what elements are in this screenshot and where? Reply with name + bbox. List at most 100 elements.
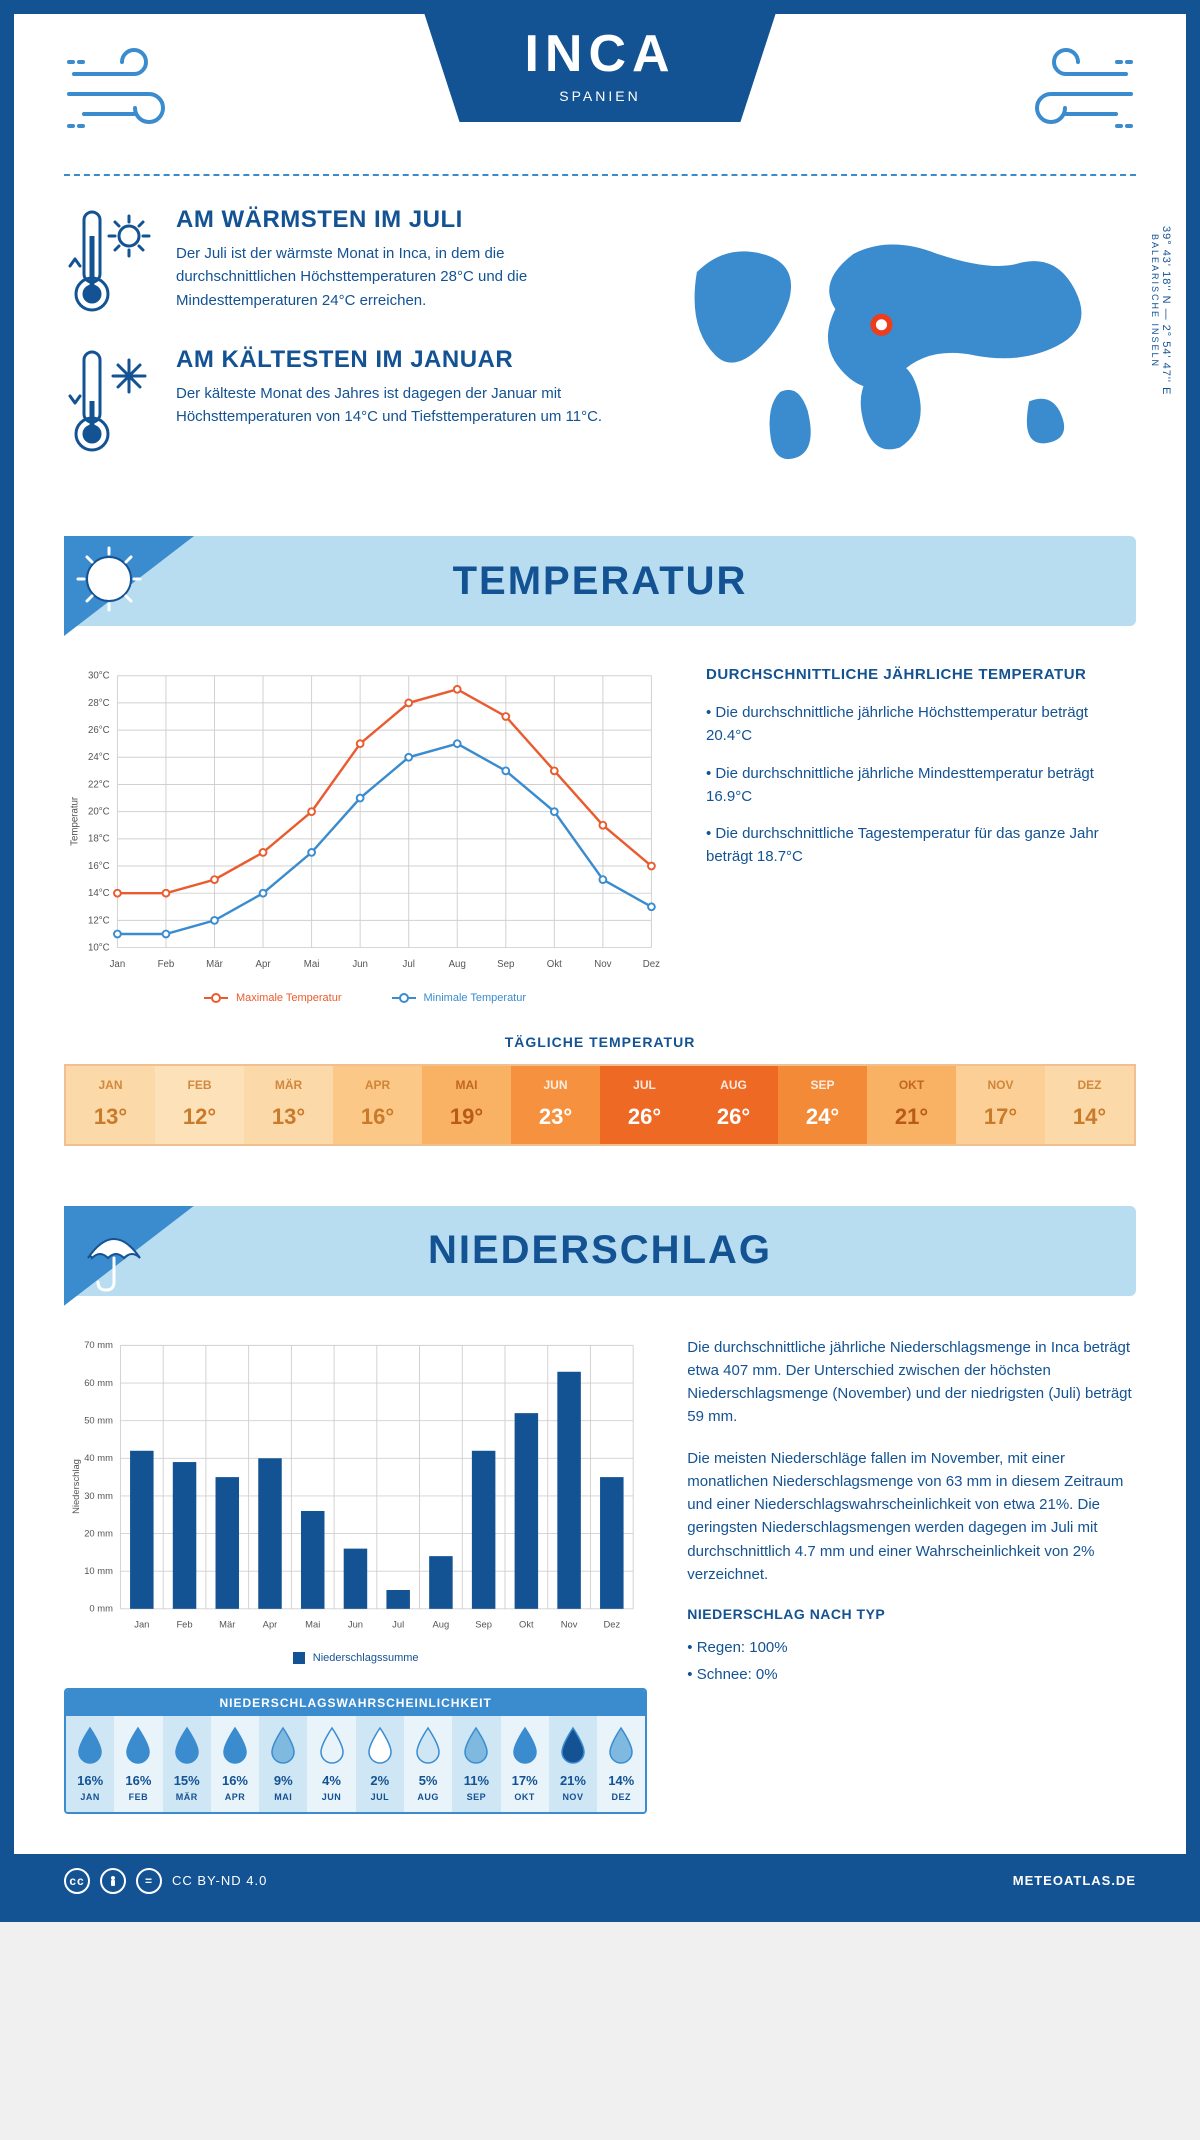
cold-title: AM KÄLTESTEN IM JANUAR bbox=[176, 346, 605, 374]
raindrop-icon bbox=[220, 1726, 250, 1764]
svg-text:Mai: Mai bbox=[305, 1618, 320, 1629]
probability-cell: 4% JUN bbox=[307, 1716, 355, 1812]
by-icon bbox=[100, 1868, 126, 1894]
temperature-banner: TEMPERATUR bbox=[64, 536, 1136, 626]
svg-text:10°C: 10°C bbox=[88, 942, 110, 953]
daily-temp-cell: JUL26° bbox=[600, 1066, 689, 1144]
svg-text:Dez: Dez bbox=[603, 1618, 620, 1629]
page-subtitle: SPANIEN bbox=[524, 88, 675, 104]
raindrop-icon bbox=[75, 1726, 105, 1764]
probability-cell: 14% DEZ bbox=[597, 1716, 645, 1812]
probability-title: NIEDERSCHLAGSWAHRSCHEINLICHKEIT bbox=[66, 1690, 645, 1716]
probability-cell: 2% JUL bbox=[356, 1716, 404, 1812]
raindrop-icon bbox=[413, 1726, 443, 1764]
svg-text:Okt: Okt bbox=[547, 959, 562, 970]
daily-temp-strip: JAN13°FEB12°MÄR13°APR16°MAI19°JUN23°JUL2… bbox=[64, 1064, 1136, 1146]
svg-text:Nov: Nov bbox=[594, 959, 611, 970]
world-map-icon bbox=[645, 226, 1136, 466]
title-banner: INCA SPANIEN bbox=[424, 14, 775, 122]
daily-temp-cell: APR16° bbox=[333, 1066, 422, 1144]
svg-text:Jan: Jan bbox=[110, 959, 126, 970]
svg-text:12°C: 12°C bbox=[88, 915, 110, 926]
svg-text:Jun: Jun bbox=[348, 1618, 363, 1629]
svg-text:26°C: 26°C bbox=[88, 725, 110, 736]
intro-row: AM WÄRMSTEN IM JULI Der Juli ist der wär… bbox=[64, 206, 1136, 486]
precipitation-banner: NIEDERSCHLAG bbox=[64, 1206, 1136, 1296]
raindrop-icon bbox=[461, 1726, 491, 1764]
coords-label: 39° 43' 18'' N — 2° 54' 47'' E BALEARISC… bbox=[1150, 226, 1172, 395]
umbrella-icon bbox=[74, 1214, 154, 1294]
sun-icon bbox=[74, 544, 154, 624]
svg-text:Temperatur: Temperatur bbox=[70, 796, 81, 846]
daily-temp-cell: AUG26° bbox=[689, 1066, 778, 1144]
footer: cc = CC BY-ND 4.0 METEOATLAS.DE bbox=[14, 1854, 1186, 1908]
svg-text:Apr: Apr bbox=[256, 959, 272, 970]
svg-text:0 mm: 0 mm bbox=[89, 1602, 113, 1613]
svg-text:Jun: Jun bbox=[352, 959, 368, 970]
svg-text:30°C: 30°C bbox=[88, 671, 110, 682]
svg-text:18°C: 18°C bbox=[88, 834, 110, 845]
svg-text:Apr: Apr bbox=[263, 1618, 278, 1629]
temperature-line-chart: 10°C12°C14°C16°C18°C20°C22°C24°C26°C28°C… bbox=[64, 666, 666, 1004]
header-row: INCA SPANIEN bbox=[64, 44, 1136, 144]
svg-text:Okt: Okt bbox=[519, 1618, 534, 1629]
cold-text: Der kälteste Monat des Jahres ist dagege… bbox=[176, 382, 605, 429]
svg-text:Sep: Sep bbox=[497, 959, 514, 970]
probability-cell: 16% FEB bbox=[114, 1716, 162, 1812]
svg-text:Aug: Aug bbox=[449, 959, 466, 970]
svg-text:50 mm: 50 mm bbox=[84, 1414, 113, 1425]
thermometer-sun-icon bbox=[64, 206, 154, 316]
probability-cell: 15% MÄR bbox=[163, 1716, 211, 1812]
svg-text:22°C: 22°C bbox=[88, 779, 110, 790]
warm-fact: AM WÄRMSTEN IM JULI Der Juli ist der wär… bbox=[64, 206, 605, 316]
svg-text:Feb: Feb bbox=[176, 1618, 192, 1629]
map-container: 39° 43' 18'' N — 2° 54' 47'' E BALEARISC… bbox=[645, 206, 1136, 486]
probability-cell: 17% OKT bbox=[501, 1716, 549, 1812]
probability-cell: 5% AUG bbox=[404, 1716, 452, 1812]
nd-icon: = bbox=[136, 1868, 162, 1894]
svg-text:Dez: Dez bbox=[643, 959, 660, 970]
svg-text:Feb: Feb bbox=[158, 959, 175, 970]
divider bbox=[64, 174, 1136, 176]
warm-text: Der Juli ist der wärmste Monat in Inca, … bbox=[176, 242, 605, 312]
svg-text:Nov: Nov bbox=[561, 1618, 578, 1629]
thermometer-snow-icon bbox=[64, 346, 154, 456]
cc-icon: cc bbox=[64, 1868, 90, 1894]
svg-text:Jul: Jul bbox=[392, 1618, 404, 1629]
probability-cell: 16% APR bbox=[211, 1716, 259, 1812]
svg-text:Aug: Aug bbox=[433, 1618, 450, 1629]
temperature-text: DURCHSCHNITTLICHE JÄHRLICHE TEMPERATUR •… bbox=[706, 666, 1136, 1004]
precipitation-text: Die durchschnittliche jährliche Niedersc… bbox=[687, 1336, 1136, 1814]
wind-left-icon bbox=[64, 44, 204, 144]
daily-temp-cell: DEZ14° bbox=[1045, 1066, 1134, 1144]
wind-right-icon bbox=[996, 44, 1136, 144]
daily-temp-cell: SEP24° bbox=[778, 1066, 867, 1144]
daily-temp-cell: MAI19° bbox=[422, 1066, 511, 1144]
probability-box: NIEDERSCHLAGSWAHRSCHEINLICHKEIT 16% JAN … bbox=[64, 1688, 647, 1814]
probability-cell: 21% NOV bbox=[549, 1716, 597, 1812]
raindrop-icon bbox=[365, 1726, 395, 1764]
raindrop-icon bbox=[510, 1726, 540, 1764]
daily-temp-cell: MÄR13° bbox=[244, 1066, 333, 1144]
daily-temp-cell: NOV17° bbox=[956, 1066, 1045, 1144]
probability-cell: 11% SEP bbox=[452, 1716, 500, 1812]
probability-cell: 16% JAN bbox=[66, 1716, 114, 1812]
svg-text:60 mm: 60 mm bbox=[84, 1377, 113, 1388]
daily-temp-cell: JAN13° bbox=[66, 1066, 155, 1144]
probability-cell: 9% MAI bbox=[259, 1716, 307, 1812]
svg-text:Jul: Jul bbox=[402, 959, 414, 970]
warm-title: AM WÄRMSTEN IM JULI bbox=[176, 206, 605, 234]
raindrop-icon bbox=[123, 1726, 153, 1764]
precipitation-heading: NIEDERSCHLAG bbox=[428, 1228, 772, 1273]
daily-temp-title: TÄGLICHE TEMPERATUR bbox=[64, 1034, 1136, 1050]
temp-legend: Maximale Temperatur Minimale Temperatur bbox=[64, 992, 666, 1004]
daily-temp-cell: OKT21° bbox=[867, 1066, 956, 1144]
daily-temp-cell: JUN23° bbox=[511, 1066, 600, 1144]
svg-text:Jan: Jan bbox=[134, 1618, 149, 1629]
site-name: METEOATLAS.DE bbox=[1013, 1873, 1136, 1888]
page-title: INCA bbox=[524, 24, 675, 84]
svg-text:30 mm: 30 mm bbox=[84, 1489, 113, 1500]
svg-text:70 mm: 70 mm bbox=[84, 1339, 113, 1350]
daily-temp-cell: FEB12° bbox=[155, 1066, 244, 1144]
page-frame: INCA SPANIEN bbox=[0, 0, 1200, 1922]
